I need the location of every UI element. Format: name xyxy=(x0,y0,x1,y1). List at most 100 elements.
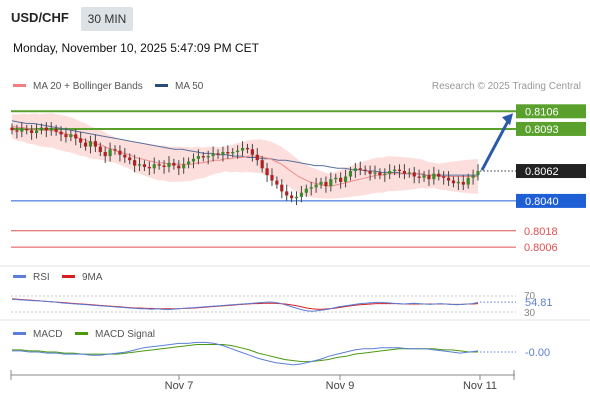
rsi-tick-70: 70 xyxy=(524,291,536,302)
forecast-arrow-shaft xyxy=(480,118,511,171)
candle-body xyxy=(142,164,147,167)
candle-body xyxy=(250,149,254,155)
candle-body xyxy=(74,134,78,139)
candle-body xyxy=(226,152,230,154)
candle-body xyxy=(34,130,39,134)
candle-body xyxy=(137,164,142,166)
legend-ma50-label: MA 50 xyxy=(175,81,204,92)
candle-body xyxy=(285,191,289,196)
candle-body xyxy=(108,149,112,157)
candle-body xyxy=(186,161,191,165)
candle-body xyxy=(44,127,48,131)
candle-body xyxy=(280,184,284,192)
candle-body xyxy=(432,173,436,180)
candle-body xyxy=(368,171,372,174)
legend-rsi-label: RSI xyxy=(33,272,50,283)
candle-body xyxy=(206,156,210,158)
symbol-title: USD/CHF xyxy=(11,10,69,25)
candle-body xyxy=(324,181,328,186)
candle-body xyxy=(240,147,245,151)
timeframe-button[interactable]: 30 MIN xyxy=(81,7,133,31)
candle-body xyxy=(290,195,294,199)
candle-body xyxy=(25,128,29,131)
legend-9ma: 9MA xyxy=(62,272,103,283)
candle-body xyxy=(103,152,107,157)
candle-body xyxy=(221,152,225,155)
candle-body xyxy=(402,171,407,174)
candle-body xyxy=(216,153,220,155)
rsi-line xyxy=(11,298,479,312)
candle-body xyxy=(456,181,460,184)
candle-body xyxy=(314,184,318,188)
candle-body xyxy=(446,177,451,181)
forecast-arrow-head xyxy=(502,113,513,126)
candle-body xyxy=(270,175,274,181)
candle-body xyxy=(275,180,279,185)
last-price-box xyxy=(516,164,586,179)
candle-body xyxy=(358,168,362,170)
legend-ma20-swatch xyxy=(13,83,26,87)
candle-body xyxy=(393,169,397,172)
candle-body xyxy=(88,141,93,147)
candle-body xyxy=(201,156,205,158)
candle-body xyxy=(255,154,259,161)
candle-body xyxy=(294,196,299,199)
candle-body xyxy=(236,150,240,153)
candle-body xyxy=(265,168,269,176)
rsi-tick-30: 30 xyxy=(524,308,536,319)
candle-body xyxy=(427,175,431,180)
candle-body xyxy=(20,128,24,132)
candle-body xyxy=(93,141,97,147)
candle-body xyxy=(182,164,186,169)
candle-body xyxy=(79,138,83,143)
legend-macd: MACD xyxy=(13,329,62,340)
legend-macd-signal: MACD Signal xyxy=(75,329,155,340)
legend-rsi-swatch xyxy=(13,274,26,278)
candle-body xyxy=(417,176,421,178)
candle-body xyxy=(59,131,63,135)
candle-body xyxy=(118,150,122,155)
candle-body xyxy=(162,165,166,167)
candle-body xyxy=(363,169,367,172)
x-tick-label-nov-11: Nov 11 xyxy=(463,380,497,392)
legend-ma20: MA 20 + Bollinger Bands xyxy=(13,81,143,92)
candle-body xyxy=(157,164,161,166)
candle-body xyxy=(383,173,387,176)
candle-body xyxy=(397,169,402,172)
candle-body xyxy=(69,134,73,138)
level-label-0.8040: 0.8040 xyxy=(525,196,559,208)
candle-body xyxy=(412,172,416,177)
candle-body xyxy=(123,154,127,158)
candle-body xyxy=(476,171,480,176)
legend-ma50: MA 50 xyxy=(155,81,203,92)
x-tick-label-nov-9: Nov 9 xyxy=(326,380,355,392)
level-label-0.8018: 0.8018 xyxy=(524,226,558,238)
candle-body xyxy=(334,177,338,180)
candle-body xyxy=(172,162,176,166)
candle-body xyxy=(378,172,382,176)
candle-body xyxy=(39,127,44,131)
level-label-box-0.8040 xyxy=(516,193,586,208)
candle-body xyxy=(49,128,53,131)
candle-body xyxy=(133,160,137,166)
candle-body xyxy=(64,134,68,138)
candle-body xyxy=(461,181,465,185)
candle-body xyxy=(422,175,426,178)
last-price-label: 0.8062 xyxy=(525,166,559,178)
candle-body xyxy=(54,128,58,132)
candle-body xyxy=(167,162,171,167)
candle-body xyxy=(466,177,470,185)
x-tick-label-nov-7: Nov 7 xyxy=(165,380,194,392)
level-label-box-0.8106 xyxy=(516,104,586,119)
candle-body xyxy=(245,147,250,150)
candle-body xyxy=(309,187,313,189)
macd-line xyxy=(12,341,479,366)
legend-ma50-swatch xyxy=(155,83,168,87)
candle-body xyxy=(128,157,132,161)
level-label-0.8106: 0.8106 xyxy=(525,106,559,118)
candle-body xyxy=(113,149,117,151)
legend-9ma-label: 9MA xyxy=(82,272,103,283)
candle-body xyxy=(407,172,411,174)
chart-datetime: Monday, November 10, 2025 5:47:09 PM CET xyxy=(13,41,259,55)
